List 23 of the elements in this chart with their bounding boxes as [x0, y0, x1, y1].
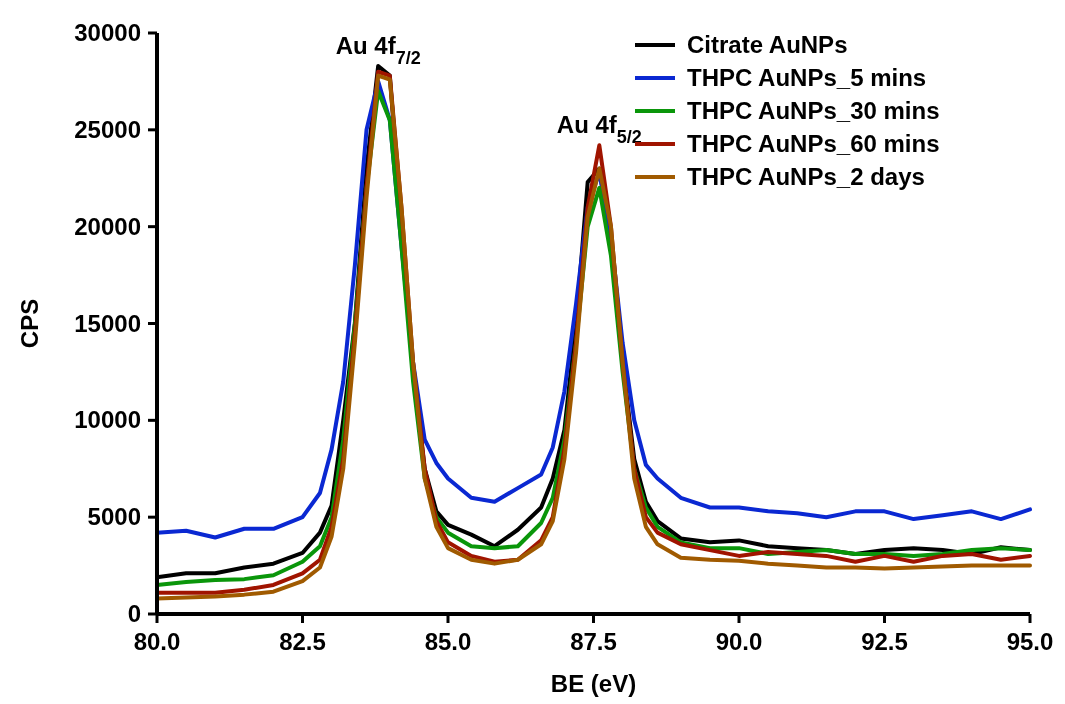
y-tick-label: 15000 [74, 309, 141, 337]
annotation: Au 4f$_{7/2}$ [335, 31, 421, 68]
y-axis-title: CPS [16, 298, 43, 349]
x-tick-label: 85.0 [424, 628, 472, 655]
x-tick-label: 82.5 [279, 628, 326, 655]
legend-label: THPC AuNPs_5 mins [687, 64, 927, 91]
y-tick-label: 0 [127, 600, 141, 627]
y-tick-label: 5000 [87, 503, 141, 531]
x-tick-label: 90.0 [715, 628, 763, 655]
legend-label: Citrate AuNPs [687, 31, 848, 58]
legend-label: THPC AuNPs_30 mins [687, 97, 940, 124]
x-tick-label: 80.0 [133, 628, 181, 655]
x-tick-label: 92.5 [861, 628, 908, 655]
y-tick-label: 10000 [74, 406, 141, 434]
legend-label: THPC AuNPs_2 days [687, 163, 925, 190]
y-tick-label: 25000 [74, 115, 141, 143]
x-tick-label: 95.0 [1006, 628, 1054, 655]
y-tick-label: 20000 [74, 212, 141, 240]
annotation: Au 4f$_{5/2}$ [556, 111, 642, 148]
legend-label: THPC AuNPs_60 mins [687, 130, 940, 157]
x-tick-label: 87.5 [570, 628, 617, 655]
x-axis-title: BE (eV) [550, 670, 637, 697]
y-tick-label: 30000 [74, 19, 141, 46]
